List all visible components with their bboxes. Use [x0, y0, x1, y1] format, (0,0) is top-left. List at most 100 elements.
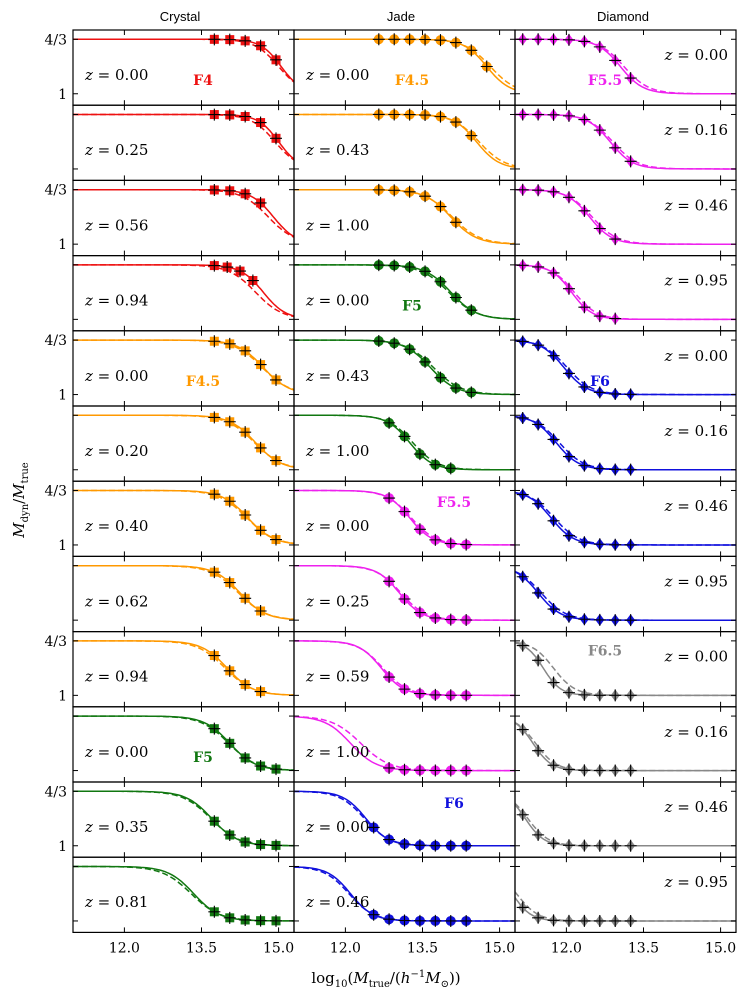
redshift-label: z = 0.00 [305, 517, 369, 535]
redshift-label: z = 0.95 [664, 272, 728, 290]
data-point [254, 441, 267, 454]
model-label: F6 [444, 796, 464, 812]
data-point [593, 538, 606, 551]
data-point [413, 606, 426, 619]
redshift-label: z = 0.95 [664, 572, 728, 590]
data-point [223, 337, 236, 350]
data-point [532, 828, 545, 841]
data-point [413, 914, 426, 927]
data-point [223, 911, 236, 924]
data-point [609, 387, 622, 400]
data-point [223, 33, 236, 46]
redshift-label: z = 0.00 [664, 46, 728, 64]
data-point [578, 204, 591, 217]
data-point [532, 260, 545, 273]
data-point [434, 200, 447, 213]
model-label: F4.5 [186, 374, 220, 390]
data-point [208, 108, 221, 121]
fit-curve [73, 564, 294, 620]
data-point [208, 335, 221, 348]
panel-jade-7: z = 0.25 [293, 555, 516, 633]
y-tick-label: 4/3 [44, 183, 67, 199]
data-point [239, 913, 252, 926]
data-point [208, 649, 221, 662]
data-point [429, 839, 442, 852]
data-point [465, 304, 478, 317]
data-point [465, 129, 478, 142]
data-point [254, 196, 267, 209]
redshift-label: z = 0.46 [664, 497, 728, 515]
x-tick-label: 13.5 [407, 940, 438, 956]
redshift-label: z = 1.00 [305, 743, 369, 761]
data-point [270, 763, 283, 776]
data-point [532, 497, 545, 510]
data-point [449, 382, 462, 395]
redshift-label: z = 0.56 [84, 216, 148, 234]
data-point [383, 833, 396, 846]
redshift-label: z = 0.94 [84, 292, 148, 310]
data-point [593, 914, 606, 927]
y-tick-label: 1 [58, 237, 67, 253]
data-point [547, 433, 560, 446]
fit-curve [515, 891, 736, 922]
panel-diamond-9: z = 0.16 [514, 706, 737, 783]
data-point [383, 575, 396, 588]
data-point [388, 33, 401, 46]
panel-jade-1: z = 0.43 [293, 104, 516, 181]
panel-diamond-0: z = 0.00 F5.5 [514, 29, 737, 106]
data-point [383, 761, 396, 774]
data-point [208, 183, 221, 196]
data-point [239, 110, 252, 123]
redshift-label: z = 0.59 [305, 668, 369, 686]
redshift-label: z = 0.00 [664, 347, 728, 365]
data-point [413, 839, 426, 852]
data-point [413, 687, 426, 700]
data-point [419, 109, 432, 122]
fit-curve [294, 414, 515, 471]
data-point [239, 751, 252, 764]
data-point [208, 815, 221, 828]
data-point [578, 764, 591, 777]
data-point [578, 113, 591, 126]
data-point [609, 764, 622, 777]
redshift-label: z = 0.00 [305, 818, 369, 836]
data-point [270, 454, 283, 467]
data-point [465, 44, 478, 57]
data-point [429, 764, 442, 777]
data-point [429, 688, 442, 701]
redshift-label: z = 0.00 [84, 367, 148, 385]
panel-diamond-4: z = 0.00 F6 [514, 330, 737, 407]
data-point [403, 343, 416, 356]
data-point [444, 613, 457, 626]
redshift-label: z = 1.00 [305, 442, 369, 460]
data-point [578, 839, 591, 852]
redshift-label: z = 0.81 [84, 893, 148, 911]
y-tick-label: 4/3 [44, 634, 67, 650]
panel-crystal-6: 1 4/3 z = 0.40 [44, 480, 295, 558]
data-point [254, 838, 267, 851]
data-point [624, 839, 637, 852]
data-point [547, 603, 560, 616]
data-point [532, 654, 545, 667]
data-point [593, 613, 606, 626]
data-point [383, 416, 396, 429]
redshift-label: z = 0.00 [664, 648, 728, 666]
data-point [593, 222, 606, 235]
data-point [562, 109, 575, 122]
fit-curve [73, 489, 294, 544]
redshift-label: z = 0.43 [305, 367, 369, 385]
data-point [223, 828, 236, 841]
fit-curve [294, 489, 515, 546]
data-point [516, 570, 529, 583]
data-point [593, 124, 606, 137]
panel-jade-8: z = 0.59 [293, 630, 516, 708]
data-point [444, 462, 457, 475]
data-point [413, 764, 426, 777]
data-point [609, 233, 622, 246]
redshift-label: z = 0.16 [664, 723, 728, 741]
redshift-label: z = 0.00 [305, 66, 369, 84]
data-point [270, 914, 283, 927]
data-point [547, 914, 560, 927]
data-point [609, 839, 622, 852]
data-point [578, 688, 591, 701]
